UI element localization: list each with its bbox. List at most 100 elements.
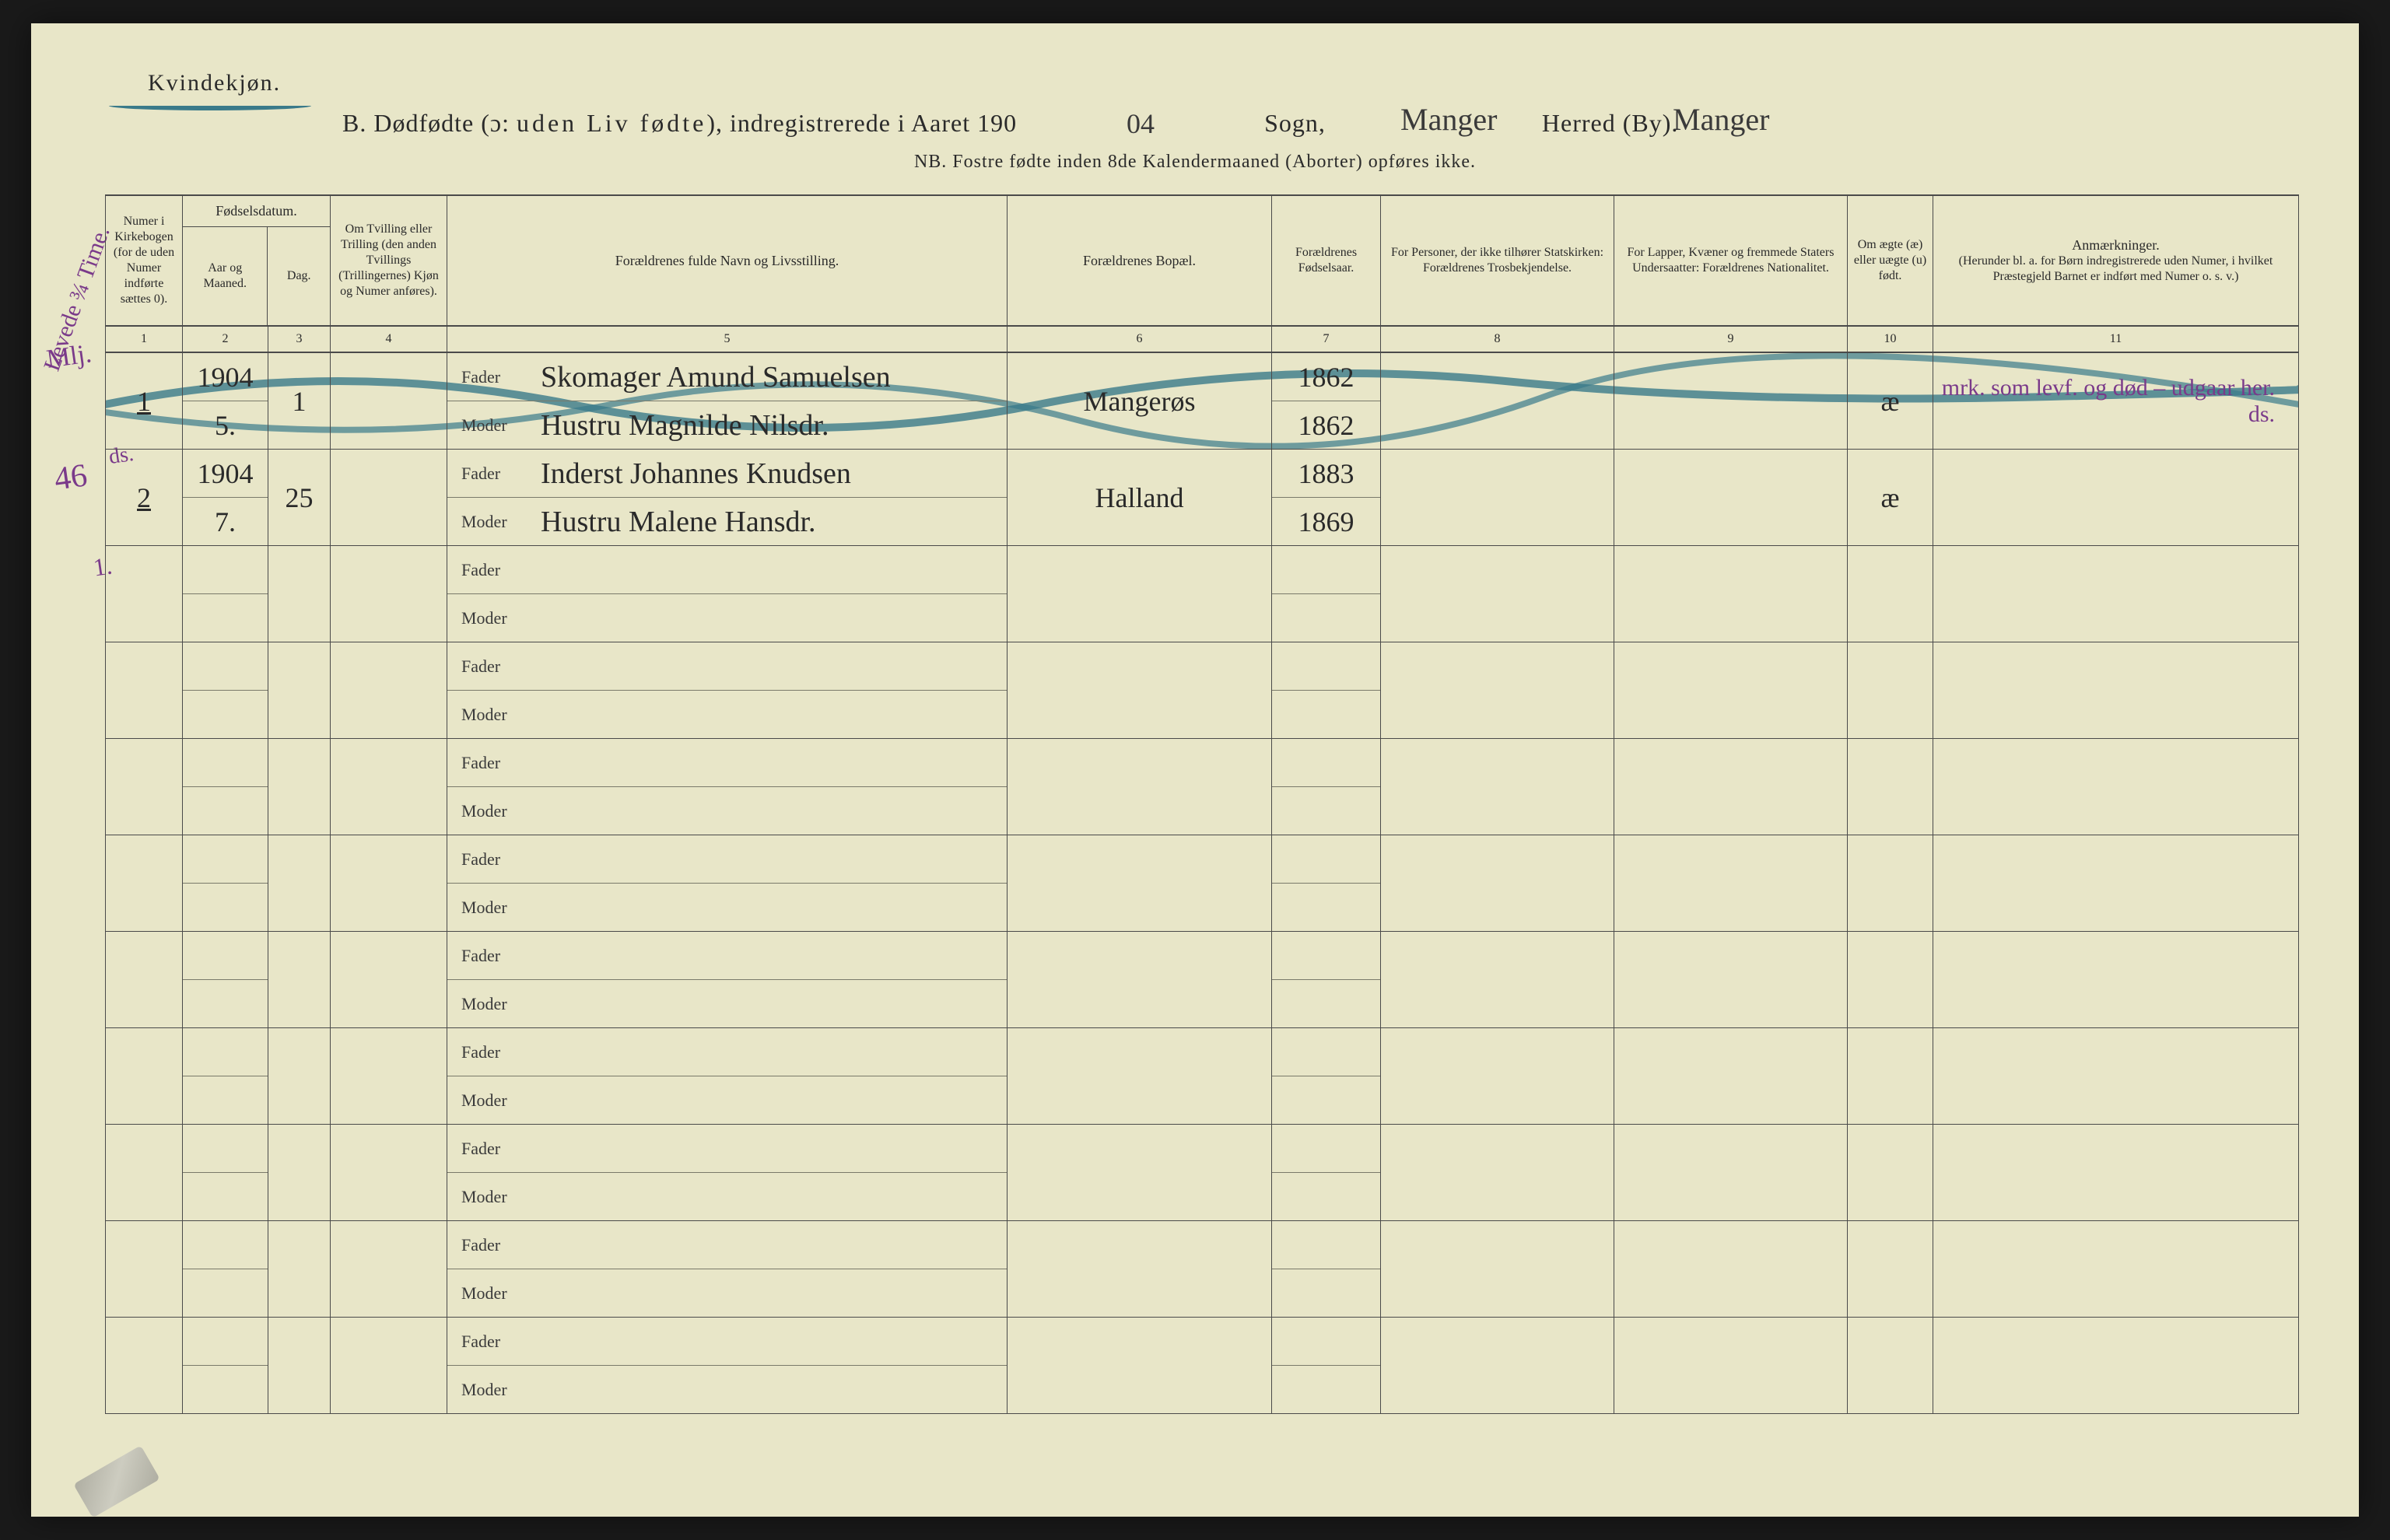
cell-religion — [1381, 450, 1614, 545]
fader-label: Fader — [461, 560, 500, 580]
cell-nationality — [1614, 1028, 1848, 1124]
cell-nationality — [1614, 450, 1848, 545]
cell-remarks — [1933, 1221, 2299, 1317]
colnum: 1 — [105, 327, 183, 352]
th-legitimate: Om ægte (æ) eller uægte (u) født. — [1848, 196, 1933, 325]
cell-year-month: 19047. — [183, 450, 268, 545]
cell-twin — [331, 450, 447, 545]
table-row: FaderModer — [105, 1221, 2299, 1318]
fader-year — [1272, 1125, 1380, 1172]
colnum: 9 — [1614, 327, 1848, 352]
cell-twin — [331, 1028, 447, 1124]
cell-parents: FaderModer — [447, 546, 1008, 642]
moder-row: Moder — [447, 691, 1007, 738]
title-spaced: uden Liv fødte — [517, 109, 706, 137]
cell-num — [105, 932, 183, 1027]
cell-day — [268, 546, 331, 642]
table-row: FaderModer — [105, 642, 2299, 739]
cell-parent-years — [1272, 739, 1381, 835]
cell-remarks — [1933, 450, 2299, 545]
moder-year — [1272, 690, 1380, 738]
cell-parent-years — [1272, 1028, 1381, 1124]
register-table: Numer i Kirkebogen (for de uden Numer in… — [105, 194, 2299, 1470]
fader-row: Fader — [447, 835, 1007, 884]
th-birthdate-label: Fødselsdatum. — [183, 196, 330, 227]
cell-religion — [1381, 546, 1614, 642]
moder-year — [1272, 593, 1380, 642]
cell-nationality — [1614, 1125, 1848, 1220]
cell-parents: FaderModer — [447, 642, 1008, 738]
cell-twin — [331, 932, 447, 1027]
cell-parent-years — [1272, 835, 1381, 931]
cell-parent-years — [1272, 1221, 1381, 1317]
cell-num — [105, 1318, 183, 1413]
fader-row: Fader — [447, 1318, 1007, 1366]
th-residence: Forældrenes Bopæl. — [1008, 196, 1272, 325]
herred-handwritten: Manger — [1673, 101, 1769, 138]
cell-day — [268, 1028, 331, 1124]
moder-name: Hustru Magnilde Nilsdr. — [541, 408, 829, 443]
fader-label: Fader — [461, 1332, 500, 1352]
cell-religion — [1381, 1318, 1614, 1413]
fader-row: Fader — [447, 739, 1007, 787]
cell-num — [105, 1028, 183, 1124]
cell-day — [268, 642, 331, 738]
cell-num — [105, 1125, 183, 1220]
moder-year: 1862 — [1272, 401, 1380, 449]
moder-label: Moder — [461, 801, 507, 821]
fader-label: Fader — [461, 1139, 500, 1159]
cell-parents: Fader Moder — [447, 932, 1008, 1027]
cell-num: 2 — [105, 450, 183, 545]
page-title: B. Dødfødte (ɔ: uden Liv fødte), indregi… — [342, 109, 2210, 138]
moder-row: Moder — [447, 980, 1007, 1027]
fader-label: Fader — [461, 367, 500, 387]
th-legitimate-text: Om ægte (æ) eller uægte (u) født. — [1852, 237, 1928, 284]
cell-parents: Fader Moder — [447, 739, 1008, 835]
cell-twin — [331, 1318, 447, 1413]
fader-row: Fader — [447, 932, 1007, 980]
th-birthyear: Forældrenes Fødselsaar. — [1272, 196, 1381, 325]
cell-parents: FaderModer — [447, 1028, 1008, 1124]
cell-remarks — [1933, 932, 2299, 1027]
moder-label: Moder — [461, 1380, 507, 1400]
cell-year-month — [183, 739, 268, 835]
cell-legitimate — [1848, 1221, 1933, 1317]
cell-parents: Fader Skomager Amund Samuelsen Moder Hustru… — [447, 353, 1008, 449]
cell-religion — [1381, 642, 1614, 738]
cell-day — [268, 932, 331, 1027]
cell-nationality — [1614, 1318, 1848, 1413]
fader-label: Fader — [461, 946, 500, 966]
cell-year-month — [183, 1028, 268, 1124]
th-num-text: Numer i Kirkebogen (for de uden Numer in… — [110, 214, 177, 307]
table-row: FaderModer — [105, 1125, 2299, 1221]
cell-year-month — [183, 835, 268, 931]
table-row: FaderModer — [105, 835, 2299, 932]
moder-year — [1272, 1076, 1380, 1124]
moder-year — [1272, 1269, 1380, 1317]
moder-label: Moder — [461, 415, 507, 436]
cell-year-month — [183, 642, 268, 738]
sogn-handwritten: Manger — [1400, 101, 1497, 138]
table-row: FaderModer — [105, 1028, 2299, 1125]
cell-day: 25 — [268, 450, 331, 545]
fader-row: Fader Skomager Amund Samuelsen — [447, 353, 1007, 401]
cell-residence — [1008, 1028, 1272, 1124]
th-religion-text: For Personer, der ikke tilhører Statskir… — [1386, 245, 1609, 276]
cell-remarks — [1933, 642, 2299, 738]
fader-label: Fader — [461, 464, 500, 484]
title-suffix: ), indregistrerede i Aaret 190 — [706, 109, 1017, 137]
cell-legitimate — [1848, 1028, 1933, 1124]
cell-residence — [1008, 546, 1272, 642]
fader-year — [1272, 1028, 1380, 1076]
th-remarks-sub: (Herunder bl. a. for Børn indregistrered… — [1938, 254, 2294, 285]
fader-label: Fader — [461, 753, 500, 773]
th-num: Numer i Kirkebogen (for de uden Numer in… — [105, 196, 183, 325]
colnum: 7 — [1272, 327, 1381, 352]
cell-legitimate — [1848, 932, 1933, 1027]
cell-residence — [1008, 1125, 1272, 1220]
table-row: 219047.25FaderInderst Johannes KnudsenMo… — [105, 450, 2299, 546]
cell-legitimate — [1848, 546, 1933, 642]
cell-parents: FaderModer — [447, 1125, 1008, 1220]
cell-residence: Halland — [1008, 450, 1272, 545]
fader-name: Skomager Amund Samuelsen — [541, 360, 891, 394]
